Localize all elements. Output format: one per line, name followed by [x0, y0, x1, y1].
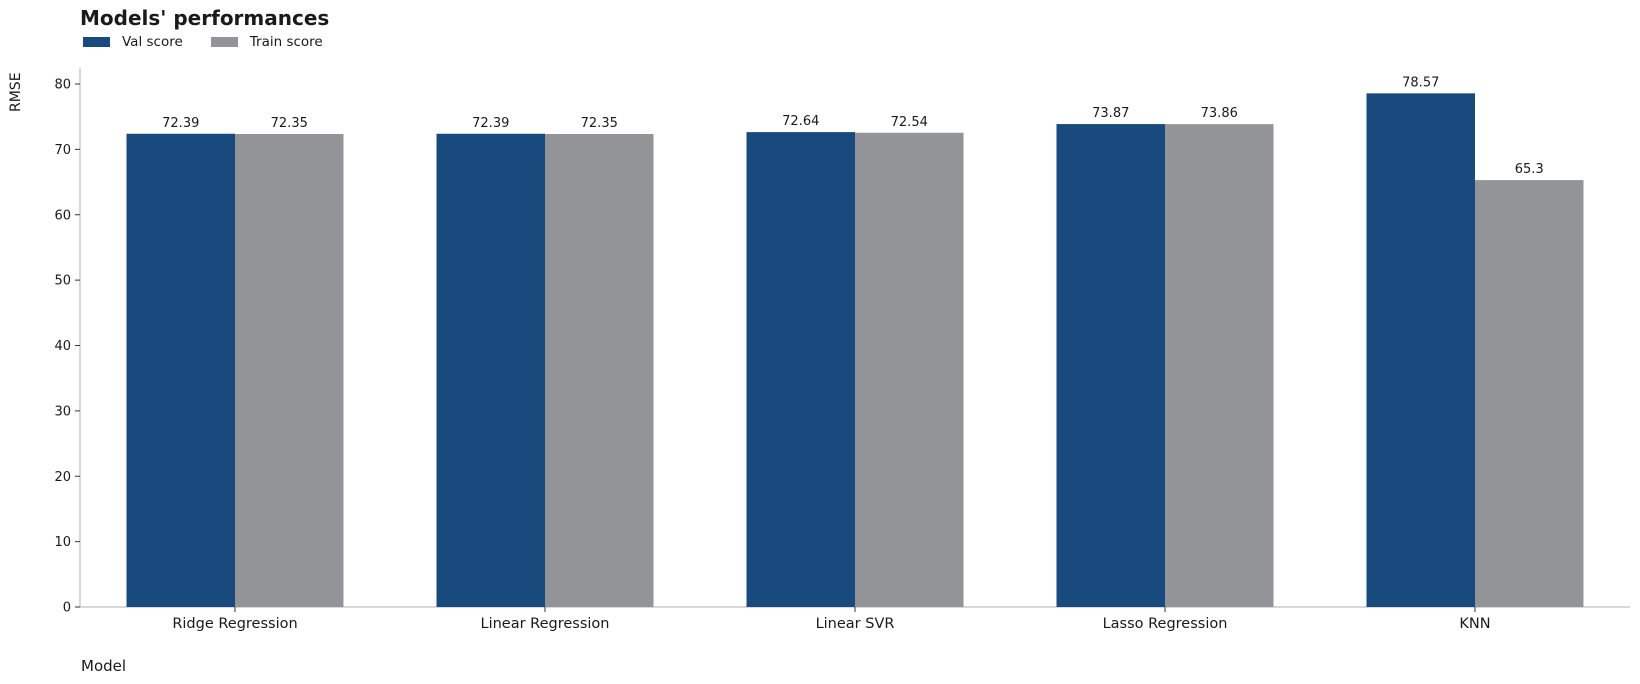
- bar-value-label: 73.87: [1092, 106, 1129, 121]
- y-tick-label: 30: [54, 404, 71, 419]
- y-tick-label: 70: [54, 143, 71, 158]
- x-tick-label: Ridge Regression: [172, 616, 297, 632]
- x-tick-label: Linear Regression: [481, 616, 610, 632]
- x-tick-label: Lasso Regression: [1103, 616, 1228, 632]
- legend: Val score Train score: [83, 34, 323, 50]
- bar-value-label: 72.39: [162, 116, 199, 131]
- bar-train: [545, 134, 654, 607]
- y-tick-label: 10: [54, 535, 71, 550]
- x-tick-label: KNN: [1459, 616, 1490, 632]
- legend-label-val: Val score: [122, 34, 183, 50]
- bar-train: [1165, 124, 1274, 607]
- bar-value-label: 72.39: [472, 116, 509, 131]
- bar-val: [1056, 124, 1165, 607]
- y-tick-label: 50: [54, 274, 71, 289]
- bar-value-label: 65.3: [1515, 162, 1544, 177]
- bar-val: [1366, 93, 1475, 607]
- y-tick-label: 80: [54, 78, 71, 93]
- bar-value-label: 72.35: [271, 116, 308, 131]
- y-tick-label: 20: [54, 470, 71, 485]
- y-tick-label: 40: [54, 339, 71, 354]
- bar-value-label: 72.54: [891, 115, 928, 130]
- x-tick-label: Linear SVR: [816, 616, 895, 632]
- legend-item-val: Val score: [83, 34, 183, 50]
- bar-train: [235, 134, 344, 607]
- bar-value-label: 72.35: [581, 116, 618, 131]
- y-tick-label: 60: [54, 208, 71, 223]
- chart-title: Models' performances: [80, 6, 330, 30]
- bar-val: [436, 133, 545, 608]
- legend-item-train: Train score: [210, 34, 323, 50]
- bar-value-label: 73.86: [1201, 106, 1238, 121]
- bar-value-label: 72.64: [782, 114, 819, 129]
- bar-train: [1475, 180, 1584, 607]
- bar-value-label: 78.57: [1402, 75, 1439, 90]
- bar-val: [746, 132, 855, 607]
- x-axis-label: Model: [81, 657, 127, 675]
- bar-val: [126, 133, 235, 608]
- legend-label-train: Train score: [249, 34, 323, 50]
- y-tick-label: 0: [63, 601, 71, 616]
- bar-train: [855, 132, 964, 607]
- legend-swatch-val: [83, 37, 110, 47]
- legend-swatch-train: [210, 37, 238, 47]
